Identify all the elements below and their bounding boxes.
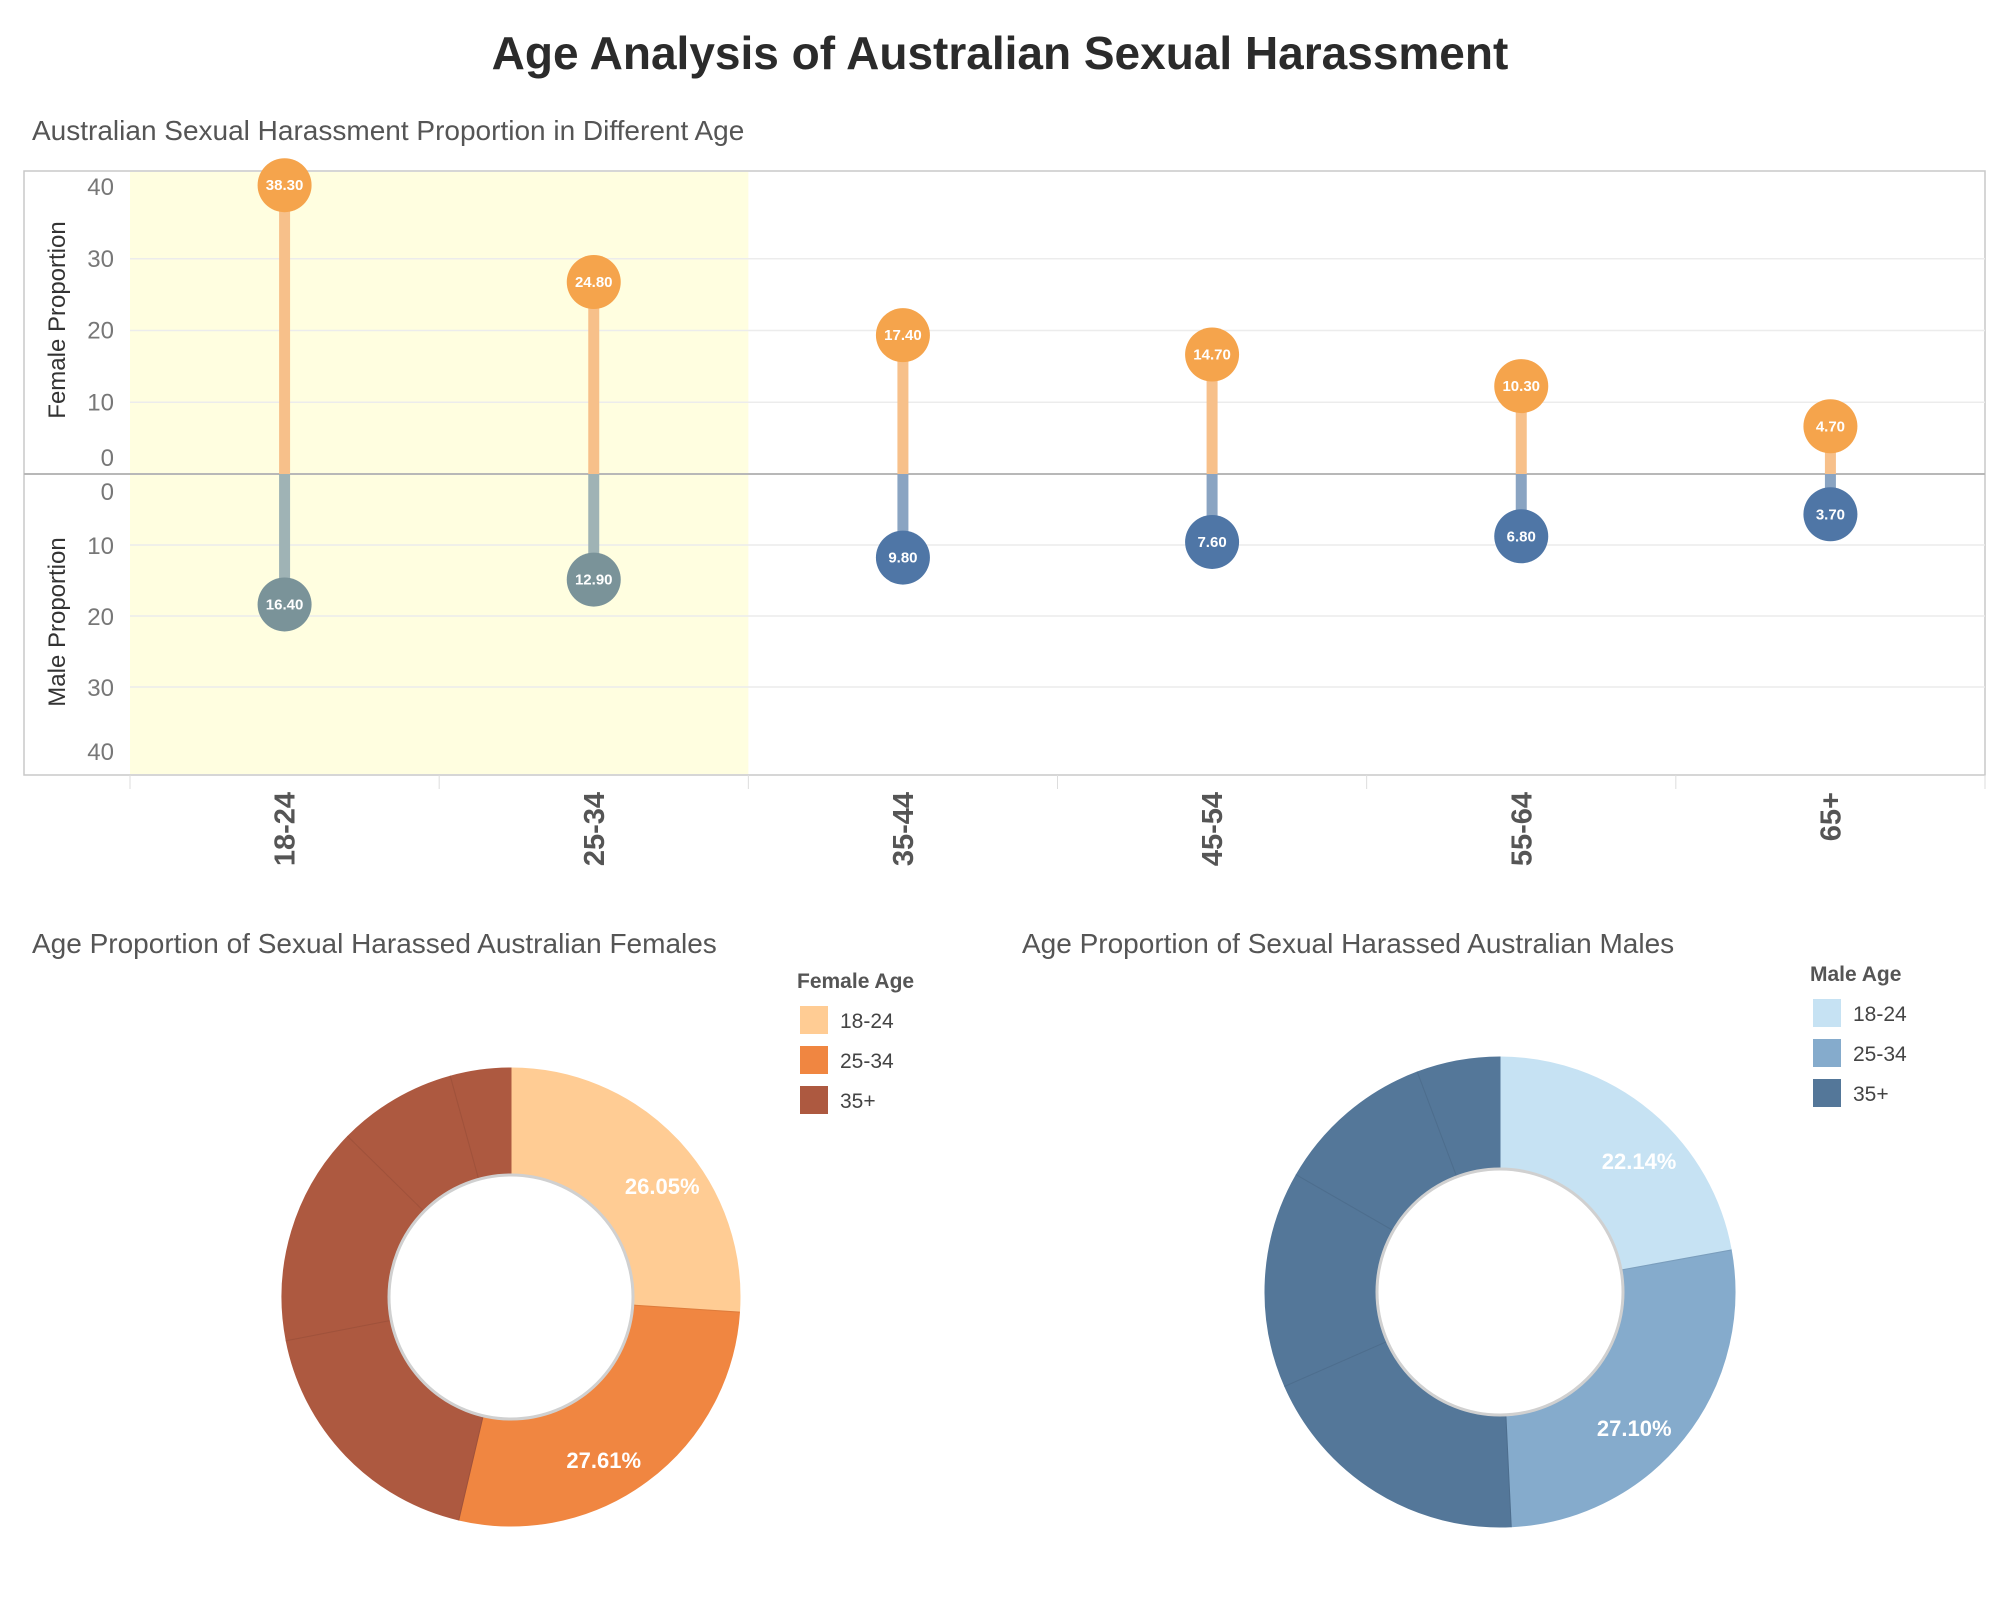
male-legend-label: 35+ (1853, 1083, 1889, 1106)
male-slice-separator (1296, 1174, 1394, 1232)
female-point (1494, 359, 1549, 414)
female-slice-separator (286, 1319, 392, 1342)
male-value-label: 3.70 (1816, 506, 1845, 523)
female-point (257, 158, 312, 213)
male-legend-swatch (1813, 1039, 1841, 1067)
female-point (875, 308, 930, 363)
male-point (1185, 514, 1240, 569)
x-category-label: 55-64 (1506, 792, 1538, 866)
male-slice-separator (1284, 1340, 1388, 1387)
female-legend-label: 35+ (840, 1090, 876, 1113)
male-legend-label: 18-24 (1853, 1003, 1907, 1026)
female-slice-separator (449, 1076, 480, 1180)
male-value-label: 12.90 (575, 572, 613, 589)
male-value-label: 16.40 (266, 596, 304, 613)
female-value-label: 17.40 (884, 327, 922, 344)
female-value-label: 24.80 (575, 274, 613, 291)
female-slice-separator (347, 1136, 425, 1212)
y-tick-label: 10 (87, 533, 114, 560)
male-value-label: 6.80 (1507, 528, 1536, 545)
female-slice-label: 27.61% (566, 1448, 641, 1473)
dashboard-title: Age Analysis of Australian Sexual Harass… (491, 27, 1509, 79)
female-value-label: 38.30 (266, 177, 304, 194)
female-value-label: 14.70 (1193, 347, 1231, 364)
male-donut-title: Age Proportion of Sexual Harassed Austra… (1022, 928, 1675, 959)
female-slice-separator (458, 1415, 484, 1521)
male-slice-separator (1416, 1071, 1458, 1178)
female-legend-swatch (800, 1046, 828, 1074)
male-point (875, 530, 930, 585)
male-value-label: 9.80 (888, 550, 917, 567)
female-donut-hole (387, 1173, 635, 1421)
female-point (566, 255, 621, 310)
male-legend-label: 25-34 (1853, 1043, 1907, 1066)
y-tick-label: 0 (101, 445, 114, 472)
male-donut-chart: 22.14% 27.10% Male Age 18-24 25-34 35+ (1264, 963, 1907, 1528)
y-tick-label: 40 (87, 739, 114, 766)
x-category-label: 25-34 (579, 792, 611, 866)
female-point (1803, 399, 1858, 454)
y-tick-label: 0 (101, 479, 114, 506)
y-axis-title-male: Male Proportion (44, 537, 71, 706)
male-point (1494, 509, 1549, 564)
female-slice-label: 26.05% (625, 1174, 700, 1199)
x-category-label: 18-24 (270, 792, 302, 866)
y-tick-label: 30 (87, 246, 114, 273)
x-category-label: 65+ (1815, 792, 1847, 841)
female-legend-title: Female Age (797, 970, 914, 993)
y-tick-label: 40 (87, 174, 114, 201)
y-tick-label: 20 (87, 318, 114, 345)
male-slice-separator (1505, 1414, 1512, 1527)
lollipop-chart: 40 30 20 10 0 0 10 20 30 40 Female Proportion Male … (23, 158, 1986, 866)
male-point (257, 577, 312, 632)
y-tick-label: 20 (87, 604, 114, 631)
x-category-label: 45-54 (1197, 792, 1229, 866)
female-value-label: 10.30 (1502, 378, 1540, 395)
male-slice-separator (1620, 1249, 1732, 1271)
female-legend-swatch (800, 1086, 828, 1114)
male-legend-title: Male Age (1810, 963, 1901, 986)
male-point (566, 552, 621, 607)
y-tick-label: 30 (87, 675, 114, 702)
female-slice-separator (632, 1304, 740, 1313)
male-slice-label: 27.10% (1597, 1416, 1672, 1441)
female-legend-swatch (800, 1006, 828, 1034)
y-axis-title-female: Female Proportion (44, 221, 71, 418)
male-slice-label: 22.14% (1602, 1149, 1677, 1174)
male-legend-swatch (1813, 1079, 1841, 1107)
female-point (1185, 327, 1240, 382)
female-donut-chart: 26.05% 27.61% Female Age 18-24 25-34 35+ (281, 970, 914, 1527)
female-value-label: 4.70 (1816, 418, 1845, 435)
male-value-label: 7.60 (1197, 534, 1226, 551)
x-category-label: 35-44 (888, 792, 920, 866)
y-tick-label: 10 (87, 389, 114, 416)
male-legend-swatch (1813, 999, 1841, 1027)
female-donut-title: Age Proportion of Sexual Harassed Austra… (32, 928, 717, 959)
male-point (1803, 487, 1858, 542)
male-donut-hole (1375, 1167, 1625, 1417)
lollipop-chart-title: Australian Sexual Harassment Proportion … (32, 115, 745, 146)
female-legend-label: 25-34 (840, 1050, 894, 1073)
female-legend-label: 18-24 (840, 1010, 894, 1033)
